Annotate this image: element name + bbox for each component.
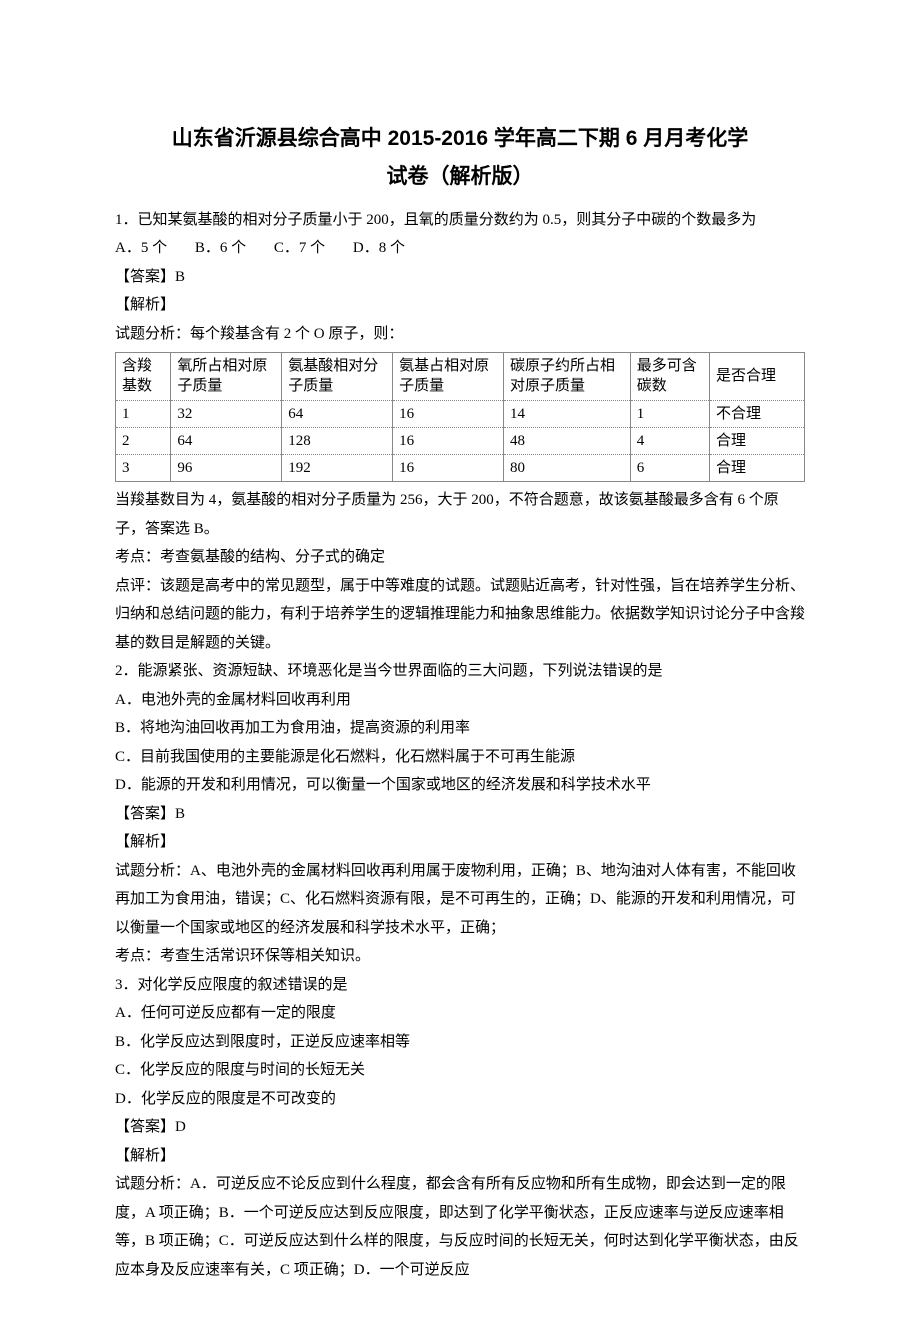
cell: 3 (116, 455, 171, 482)
q1-point: 考点：考查氨基酸的结构、分子式的确定 (115, 543, 805, 572)
q1-analysis-label: 【解析】 (115, 291, 805, 320)
title-line-1: 山东省沂源县综合高中 2015-2016 学年高二下期 6 月月考化学 (115, 120, 805, 158)
cell: 16 (393, 427, 504, 454)
q2-point: 考点：考查生活常识环保等相关知识。 (115, 942, 805, 971)
q2-answer: 【答案】B (115, 800, 805, 829)
table-row: 1 32 64 16 14 1 不合理 (116, 400, 805, 427)
q2-opt-c: C．目前我国使用的主要能源是化石燃料，化石燃料属于不可再生能源 (115, 743, 805, 772)
q2-analysis: 试题分析：A、电池外壳的金属材料回收再利用属于废物利用，正确；B、地沟油对人体有… (115, 857, 805, 943)
th-reasonable: 是否合理 (709, 353, 804, 401)
cell: 128 (282, 427, 393, 454)
cell: 64 (282, 400, 393, 427)
q1-opt-b: B．6 个 (195, 234, 246, 263)
q3-opt-c: C．化学反应的限度与时间的长短无关 (115, 1056, 805, 1085)
table-row: 2 64 128 16 48 4 合理 (116, 427, 805, 454)
q1-opt-c: C．7 个 (274, 234, 325, 263)
cell: 合理 (709, 427, 804, 454)
q3-opt-a: A．任何可逆反应都有一定的限度 (115, 999, 805, 1028)
cell: 192 (282, 455, 393, 482)
q3-analysis-label: 【解析】 (115, 1142, 805, 1171)
title-line-2: 试卷（解析版） (115, 158, 805, 196)
th-amino-mass: 氨基占相对原子质量 (393, 353, 504, 401)
q1-table: 含羧基数 氧所占相对原子质量 氨基酸相对分子质量 氨基占相对原子质量 碳原子约所… (115, 352, 805, 482)
exam-title: 山东省沂源县综合高中 2015-2016 学年高二下期 6 月月考化学 试卷（解… (115, 120, 805, 196)
cell: 不合理 (709, 400, 804, 427)
q3-stem: 3．对化学反应限度的叙述错误的是 (115, 971, 805, 1000)
q2-opt-a: A．电池外壳的金属材料回收再利用 (115, 686, 805, 715)
q2-analysis-label: 【解析】 (115, 828, 805, 857)
cell: 14 (504, 400, 631, 427)
q1-opt-d: D．8 个 (353, 234, 405, 263)
q1-analysis-1: 试题分析：每个羧基含有 2 个 O 原子，则： (115, 320, 805, 349)
cell: 80 (504, 455, 631, 482)
cell: 2 (116, 427, 171, 454)
cell: 合理 (709, 455, 804, 482)
cell: 96 (171, 455, 282, 482)
q2-stem: 2．能源紧张、资源短缺、环境恶化是当今世界面临的三大问题，下列说法错误的是 (115, 657, 805, 686)
cell: 16 (393, 455, 504, 482)
th-carboxyl-count: 含羧基数 (116, 353, 171, 401)
q1-analysis-2: 当羧基数目为 4，氨基酸的相对分子质量为 256，大于 200，不符合题意，故该… (115, 486, 805, 543)
cell: 1 (116, 400, 171, 427)
q3-analysis: 试题分析：A．可逆反应不论反应到什么程度，都会含有所有反应物和所有生成物，即会达… (115, 1170, 805, 1284)
th-oxygen-mass: 氧所占相对原子质量 (171, 353, 282, 401)
th-aa-mass: 氨基酸相对分子质量 (282, 353, 393, 401)
q2-opt-b: B．将地沟油回收再加工为食用油，提高资源的利用率 (115, 714, 805, 743)
cell: 32 (171, 400, 282, 427)
table-header-row: 含羧基数 氧所占相对原子质量 氨基酸相对分子质量 氨基占相对原子质量 碳原子约所… (116, 353, 805, 401)
document-page: 山东省沂源县综合高中 2015-2016 学年高二下期 6 月月考化学 试卷（解… (0, 0, 920, 1344)
cell: 64 (171, 427, 282, 454)
q1-comment: 点评：该题是高考中的常见题型，属于中等难度的试题。试题贴近高考，针对性强，旨在培… (115, 572, 805, 658)
q1-opt-a: A．5 个 (115, 234, 167, 263)
q2-opt-d: D．能源的开发和利用情况，可以衡量一个国家或地区的经济发展和科学技术水平 (115, 771, 805, 800)
q3-opt-d: D．化学反应的限度是不可改变的 (115, 1085, 805, 1114)
q3-answer: 【答案】D (115, 1113, 805, 1142)
q1-stem: 1．已知某氨基酸的相对分子质量小于 200，且氧的质量分数约为 0.5，则其分子… (115, 206, 805, 235)
cell: 4 (630, 427, 709, 454)
q3-opt-b: B．化学反应达到限度时，正逆反应速率相等 (115, 1028, 805, 1057)
th-carbon-mass: 碳原子约所占相对原子质量 (504, 353, 631, 401)
table-row: 3 96 192 16 80 6 合理 (116, 455, 805, 482)
q1-answer: 【答案】B (115, 263, 805, 292)
cell: 16 (393, 400, 504, 427)
cell: 1 (630, 400, 709, 427)
th-max-carbon: 最多可含碳数 (630, 353, 709, 401)
cell: 48 (504, 427, 631, 454)
cell: 6 (630, 455, 709, 482)
q1-options: A．5 个 B．6 个 C．7 个 D．8 个 (115, 234, 805, 263)
